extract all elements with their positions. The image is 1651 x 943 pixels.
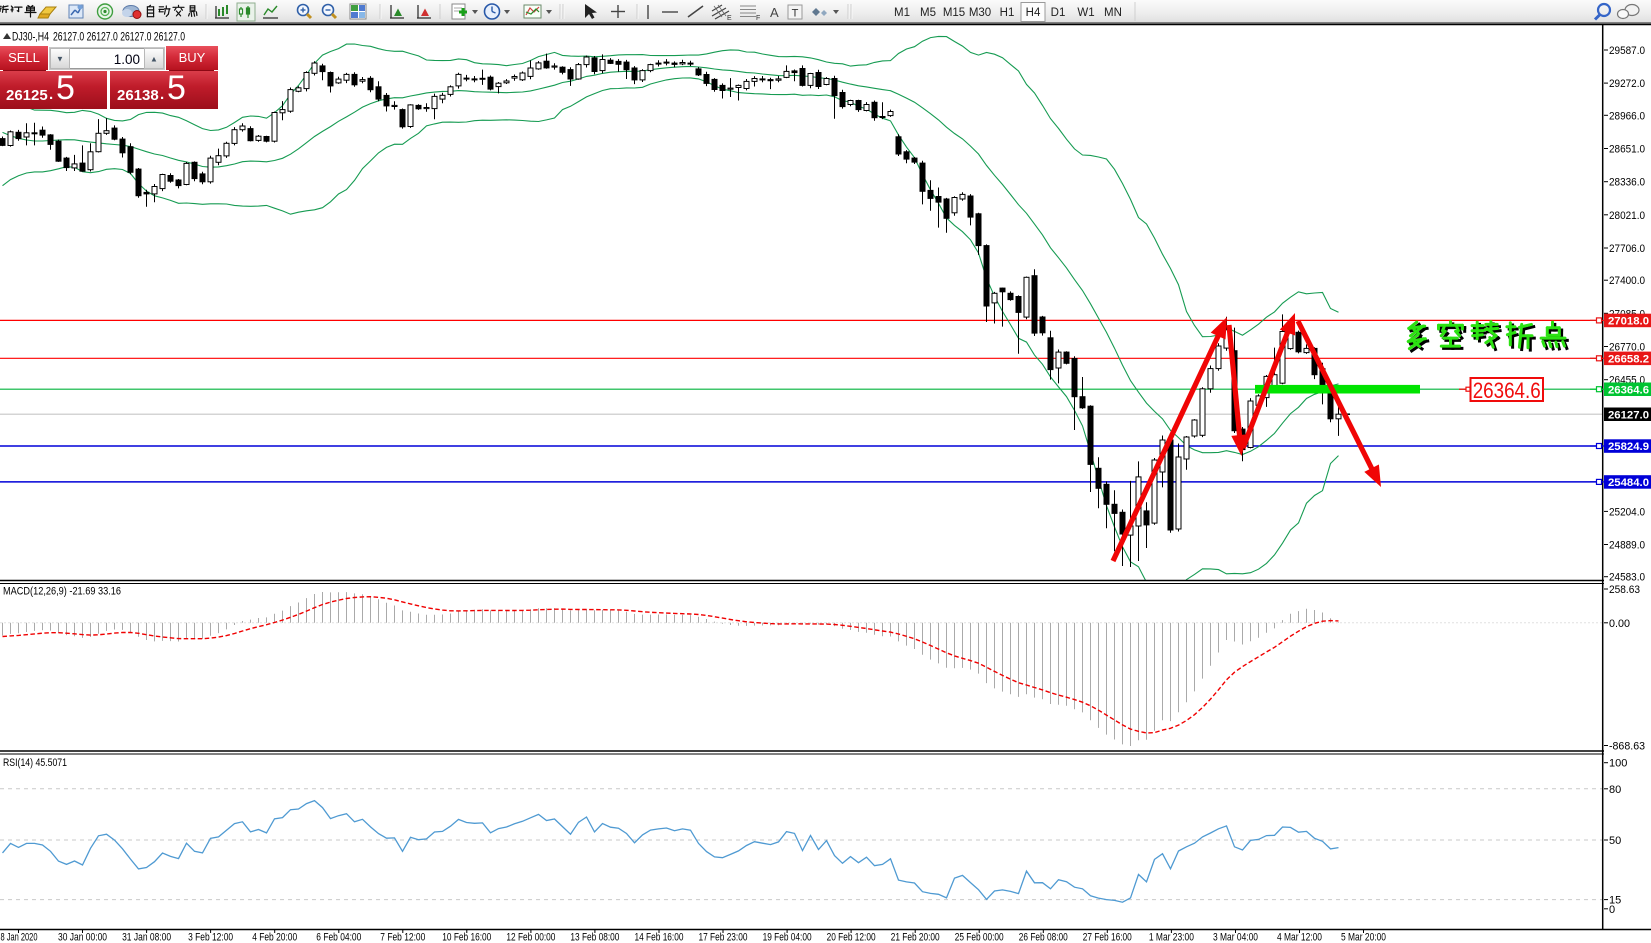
svg-text:8 Jan 2020: 8 Jan 2020 [1, 932, 38, 943]
svg-text:28021.0: 28021.0 [1609, 210, 1645, 222]
svg-text:29587.0: 29587.0 [1609, 45, 1645, 57]
svg-text:31 Jan 08:00: 31 Jan 08:00 [122, 932, 171, 943]
svg-text:27400.0: 27400.0 [1609, 275, 1645, 287]
svg-text:-868.63: -868.63 [1609, 741, 1645, 753]
svg-text:25204.0: 25204.0 [1609, 506, 1645, 518]
svg-text:RSI(14) 45.5071: RSI(14) 45.5071 [3, 757, 67, 769]
svg-text:27706.0: 27706.0 [1609, 243, 1645, 255]
svg-text:T: T [792, 8, 799, 20]
svg-text:4 Feb 20:00: 4 Feb 20:00 [252, 932, 297, 943]
svg-text:30 Jan 00:00: 30 Jan 00:00 [58, 932, 107, 943]
svg-text:M15: M15 [943, 7, 965, 19]
svg-text:H1: H1 [1000, 7, 1015, 19]
svg-text:3 Feb 12:00: 3 Feb 12:00 [188, 932, 233, 943]
svg-text:1 Mar 23:00: 1 Mar 23:00 [1149, 932, 1194, 943]
svg-text:19 Feb 04:00: 19 Feb 04:00 [763, 932, 812, 943]
svg-text:28336.0: 28336.0 [1609, 177, 1645, 189]
svg-text:MN: MN [1104, 7, 1122, 19]
svg-text:80: 80 [1609, 784, 1621, 796]
svg-text:3 Mar 04:00: 3 Mar 04:00 [1213, 932, 1258, 943]
svg-text:F: F [756, 15, 760, 22]
svg-text:258.63: 258.63 [1609, 584, 1640, 596]
svg-text:4 Mar 12:00: 4 Mar 12:00 [1277, 932, 1322, 943]
svg-text:50: 50 [1609, 835, 1621, 847]
svg-text:D1: D1 [1051, 7, 1066, 19]
svg-text:28651.0: 28651.0 [1609, 144, 1645, 156]
svg-text:26127.0 26127.0 26127.0 26127.: 26127.0 26127.0 26127.0 26127.0 [53, 32, 185, 44]
svg-text:12 Feb 00:00: 12 Feb 00:00 [506, 932, 555, 943]
svg-text:20 Feb 12:00: 20 Feb 12:00 [827, 932, 876, 943]
svg-text:26364.6: 26364.6 [1608, 384, 1649, 396]
svg-text:25 Feb 00:00: 25 Feb 00:00 [955, 932, 1004, 943]
svg-text:W1: W1 [1077, 7, 1094, 19]
svg-text:6 Feb 04:00: 6 Feb 04:00 [316, 932, 361, 943]
svg-text:21 Feb 20:00: 21 Feb 20:00 [891, 932, 940, 943]
svg-text:25484.0: 25484.0 [1608, 477, 1649, 489]
svg-text:13 Feb 08:00: 13 Feb 08:00 [570, 932, 619, 943]
svg-text:DJ30-,H4: DJ30-,H4 [12, 32, 49, 44]
svg-text:26127.0: 26127.0 [1608, 409, 1649, 421]
svg-text:0.00: 0.00 [1609, 618, 1630, 630]
svg-text:26364.6: 26364.6 [1473, 378, 1541, 403]
svg-text:100: 100 [1609, 758, 1627, 770]
svg-text:M5: M5 [920, 7, 936, 19]
svg-text:H4: H4 [1026, 7, 1041, 19]
svg-text:26658.2: 26658.2 [1608, 354, 1649, 366]
svg-text:E: E [727, 15, 732, 22]
svg-text:M30: M30 [969, 7, 991, 19]
svg-text:25824.9: 25824.9 [1608, 441, 1649, 453]
svg-text:0: 0 [1609, 904, 1615, 916]
svg-text:14 Feb 16:00: 14 Feb 16:00 [635, 932, 684, 943]
svg-text:M1: M1 [894, 7, 910, 19]
svg-text:27 Feb 16:00: 27 Feb 16:00 [1083, 932, 1132, 943]
svg-text:29272.0: 29272.0 [1609, 78, 1645, 90]
svg-text:24889.0: 24889.0 [1609, 540, 1645, 552]
svg-text:15: 15 [1609, 895, 1621, 907]
svg-text:17 Feb 23:00: 17 Feb 23:00 [699, 932, 748, 943]
svg-text:10 Feb 16:00: 10 Feb 16:00 [442, 932, 491, 943]
svg-text:7 Feb 12:00: 7 Feb 12:00 [380, 932, 425, 943]
svg-text:26770.0: 26770.0 [1609, 342, 1645, 354]
svg-text:28966.0: 28966.0 [1609, 110, 1645, 122]
svg-text:27018.0: 27018.0 [1608, 316, 1649, 328]
svg-text:MACD(12,26,9) -21.69 33.16: MACD(12,26,9) -21.69 33.16 [3, 586, 121, 598]
svg-text:A: A [770, 5, 779, 20]
svg-text:24583.0: 24583.0 [1609, 572, 1645, 584]
svg-text:26 Feb 08:00: 26 Feb 08:00 [1019, 932, 1068, 943]
svg-text:5 Mar 20:00: 5 Mar 20:00 [1341, 932, 1386, 943]
